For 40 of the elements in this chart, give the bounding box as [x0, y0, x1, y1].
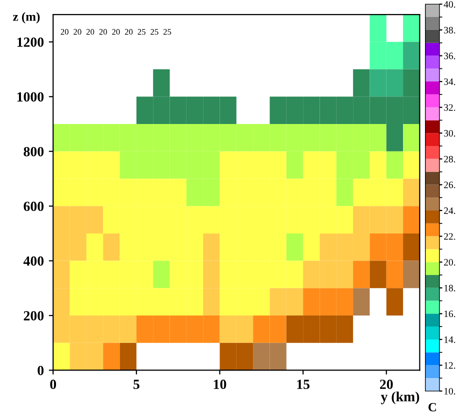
y-tick-label: 600 [24, 202, 44, 212]
color-bar-label: 32. [444, 104, 456, 111]
color-bar-label: 40. [444, 1, 456, 8]
annotation: 20 [74, 29, 82, 35]
color-bar-label: 10. [444, 388, 456, 395]
x-tick-label: 5 [134, 380, 140, 390]
color-bar-label: 34. [444, 78, 456, 86]
y-tick-label: 200 [24, 311, 44, 320]
color-bar-label: 36. [444, 52, 456, 60]
annotation: 20 [99, 29, 107, 35]
annotation: 25 [163, 29, 172, 35]
y-tick-label: 800 [24, 146, 44, 156]
annotation: 20 [112, 29, 120, 35]
color-bar-label: 28. [444, 156, 456, 162]
x-tick-label: 10 [214, 380, 226, 390]
color-bar-label: 26. [444, 182, 456, 188]
color-bar-label: 12. [444, 362, 456, 369]
annotation: 20 [124, 29, 133, 35]
x-tick-label: 0 [50, 380, 56, 390]
color-bar-title: C [428, 402, 436, 412]
y-tick-label: 1200 [17, 38, 44, 47]
annotation: 20 [86, 29, 94, 35]
y-tick-label: 400 [23, 256, 44, 266]
color-bar-label: 38. [444, 26, 456, 34]
color-bar-label: 30. [444, 130, 456, 137]
annotation: 20 [60, 29, 68, 35]
annotation: 25 [150, 29, 158, 35]
color-bar-label: 14. [444, 336, 456, 343]
x-tick-label: 20 [380, 380, 393, 390]
y-tick-label: 0 [38, 366, 44, 376]
color-bar-label: 18. [444, 284, 456, 292]
x-axis-title: y (km) [380, 392, 420, 404]
color-bar-label: 16. [444, 310, 456, 318]
color-bar-label: 20. [444, 258, 456, 266]
y-tick-label: 1000 [17, 92, 44, 102]
annotation: 25 [138, 29, 146, 35]
color-bar-label: 24. [444, 207, 456, 214]
x-tick-label: 15 [297, 380, 310, 390]
color-bar-label: 22. [444, 233, 456, 240]
y-axis-title: z (m) [13, 12, 40, 24]
